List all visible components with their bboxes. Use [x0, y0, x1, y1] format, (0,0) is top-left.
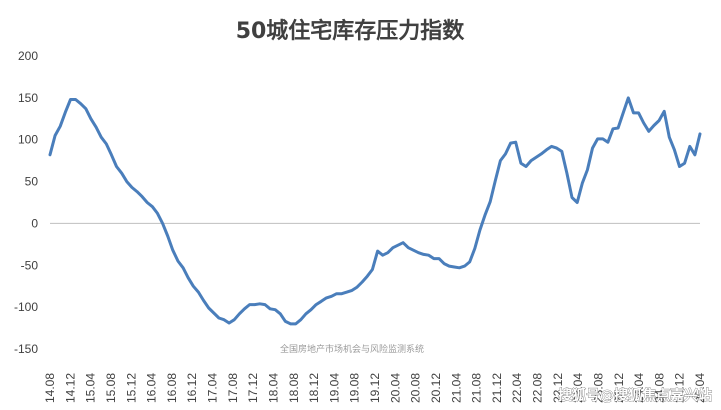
x-tick-label: 18.04: [266, 373, 280, 403]
x-tick-label: 14.12: [63, 373, 77, 403]
x-tick-label: 23.08: [591, 373, 605, 403]
x-tick-label: 16.04: [145, 373, 159, 403]
y-tick-label: -50: [21, 258, 39, 272]
x-tick-label: 19.12: [368, 373, 382, 403]
x-tick-label: 15.08: [104, 373, 118, 403]
x-tick-label: 19.04: [327, 373, 341, 403]
x-tick-label: 22.12: [551, 373, 565, 403]
y-tick-label: 200: [18, 49, 38, 63]
y-axis: 200 150 100 50 0 -50 -100 -150: [14, 49, 38, 356]
plot-area: [48, 96, 702, 326]
x-tick-label: 23.04: [571, 373, 585, 403]
x-tick-label: 22.04: [510, 373, 524, 403]
x-tick-label: 24.12: [673, 373, 687, 403]
x-tick-label: 16.08: [165, 373, 179, 403]
x-tick-label: 17.12: [246, 373, 260, 403]
x-tick-label: 19.08: [348, 373, 362, 403]
x-tick-label: 21.08: [470, 373, 484, 403]
x-tick-label: 20.08: [409, 373, 423, 403]
x-tick-label: 17.08: [226, 373, 240, 403]
credit-watermark: 搜狐号@搜狐焦点嘉兴站: [558, 387, 712, 404]
x-tick-label: 14.08: [43, 373, 57, 403]
y-tick-label: -150: [14, 342, 38, 356]
x-tick-label: 16.12: [185, 373, 199, 403]
x-tick-label: 24.08: [652, 373, 666, 403]
x-tick-label: 23.12: [612, 373, 626, 403]
x-tick-label: 20.12: [429, 373, 443, 403]
y-tick-label: 100: [18, 133, 38, 147]
x-tick-label: 21.04: [449, 373, 463, 403]
x-tick-label: 15.12: [124, 373, 138, 403]
x-tick-label: 22.08: [531, 373, 545, 403]
x-axis: 14.08 14.12 15.04 15.08 15.12 16.04 16.08 16.12…: [43, 222, 707, 403]
x-tick-label: 20.04: [388, 373, 402, 403]
watermark: 全国房地产市场机会与风险监测系统: [280, 343, 424, 355]
x-tick-label: 21.12: [490, 373, 504, 403]
x-tick-label: 18.12: [307, 373, 321, 403]
x-tick-label: 17.04: [206, 373, 220, 403]
y-tick-label: 0: [31, 216, 38, 230]
series-line: [48, 96, 702, 326]
chart-title: 50城住宅库存压力指数: [236, 18, 466, 44]
y-tick-label: 150: [18, 91, 38, 105]
y-tick-label: 50: [25, 175, 39, 189]
x-tick-label: 24.04: [632, 373, 646, 403]
x-tick-label: 15.04: [84, 373, 98, 403]
x-tick-label: 25.04: [693, 373, 707, 403]
x-tick-label: 18.08: [287, 373, 301, 403]
y-tick-label: -100: [14, 300, 38, 314]
